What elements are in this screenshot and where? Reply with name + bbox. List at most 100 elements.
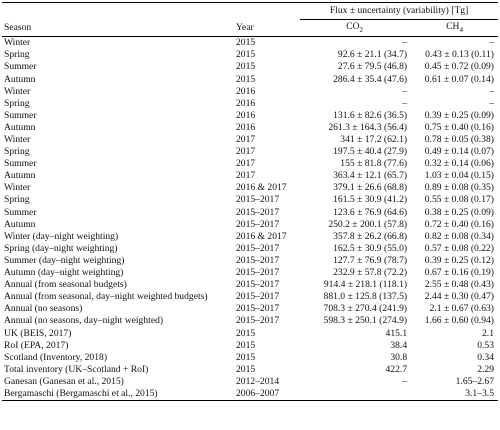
co2-cell: –	[402, 375, 408, 387]
table-row: Summer 2015 27.6 ± 79.5 (46.8) 0.45 ± 0.72 …	[2, 61, 498, 73]
year-cell: 2016 & 2017	[235, 182, 287, 194]
year-cell: 2015–2017	[235, 194, 280, 206]
season-cell: Summer (day–night weighting)	[4, 254, 125, 266]
co2-header: CO2	[346, 21, 364, 34]
co2-cell: 162.5 ± 30.9 (55.0)	[333, 242, 408, 254]
ch4-cell: 1.65–2.67	[455, 375, 494, 387]
table-row: Summer (day–night weighting) 2015–2017 127…	[2, 255, 498, 267]
co2-cell: 92.6 ± 21.1 (34.7)	[337, 49, 408, 61]
season-cell: Annual (no seasons, day–night weighted)	[4, 315, 164, 327]
year-cell: 2015–2017	[235, 242, 280, 254]
table-row: UK (BEIS, 2017) 2015 415.1 2.1	[2, 327, 498, 339]
table-row: Autumn 2017 363.4 ± 12.1 (65.7) 1.03 ± 0.04…	[2, 170, 498, 182]
year-cell: 2017	[235, 170, 256, 182]
co2-cell: 357.8 ± 26.2 (66.8)	[333, 230, 408, 242]
table-row: Autumn (day–night weighting) 2015–2017 232…	[2, 267, 498, 279]
season-cell: Spring (day–night weighting)	[4, 242, 118, 254]
ch4-cell: 0.32 ± 0.14 (0.06)	[424, 158, 494, 170]
season-cell: Winter (day–night weighting)	[4, 230, 119, 242]
co2-cell: 123.6 ± 76.9 (64.6)	[333, 206, 408, 218]
season-cell: Annual (from seasonal budgets)	[4, 279, 127, 291]
co2-cell: 363.4 ± 12.1 (65.7)	[333, 170, 408, 182]
co2-cell: 708.3 ± 270.4 (241.9)	[323, 303, 408, 315]
ch4-cell: 0.38 ± 0.25 (0.09)	[424, 206, 494, 218]
co2-cell: –	[402, 85, 408, 97]
co2-cell: 127.7 ± 76.9 (78.7)	[333, 254, 408, 266]
year-cell: 2017	[235, 146, 256, 158]
ch4-cell: –	[489, 37, 494, 49]
table-row: Annual (no seasons, day–night weighted) 2…	[2, 315, 498, 327]
season-cell: Autumn	[4, 170, 36, 182]
co2-cell: 422.7	[385, 363, 408, 375]
ch4-cell: 0.53	[477, 339, 494, 351]
season-cell: Winter	[4, 85, 31, 97]
ch4-cell: 0.61 ± 0.07 (0.14)	[424, 73, 494, 85]
table-row: Winter 2017 341 ± 17.2 (62.1) 0.78 ± 0.05 (…	[2, 134, 498, 146]
year-cell: 2015	[235, 351, 256, 363]
table-row: Spring 2015–2017 161.5 ± 30.9 (41.2) 0.55 ±…	[2, 194, 498, 206]
table-row: Bergamaschi (Bergamaschi et al., 2015) 20…	[2, 388, 498, 401]
table-row: Scotland (Inventory, 2018) 2015 30.8 0.34	[2, 351, 498, 363]
ch4-cell: 2.1 ± 0.67 (0.63)	[429, 303, 494, 315]
year-cell: 2015–2017	[235, 218, 280, 230]
ch4-cell: 0.39 ± 0.25 (0.09)	[424, 109, 494, 121]
co2-cell: 379.1 ± 26.6 (68.8)	[333, 182, 408, 194]
header-empty-season	[2, 3, 234, 20]
year-cell: 2016	[235, 85, 256, 97]
table-row: Autumn 2015 286.4 ± 35.4 (47.6) 0.61 ± 0.07…	[2, 73, 498, 85]
top-rule	[2, 2, 498, 3]
co2-cell: 598.3 ± 250.1 (274.9)	[323, 315, 408, 327]
season-cell: Annual (from seasonal, day–night weighte…	[4, 291, 208, 303]
ch4-header: CH4	[446, 21, 463, 34]
year-cell: 2015–2017	[235, 315, 280, 327]
header-empty-year	[234, 3, 300, 20]
co2-cell: 131.6 ± 82.6 (36.5)	[333, 109, 408, 121]
season-cell: Annual (no seasons)	[4, 303, 83, 315]
table-row: Spring (day–night weighting) 2015–2017 162…	[2, 243, 498, 255]
season-cell: Autumn	[4, 121, 36, 133]
co2-cell: 30.8	[390, 351, 408, 363]
year-cell: 2015	[235, 61, 256, 73]
season-cell: Summer	[4, 109, 37, 121]
ch4-cell: 0.45 ± 0.72 (0.09)	[424, 61, 494, 73]
co2-cell: 881.0 ± 125.8 (137.5)	[323, 291, 408, 303]
year-cell: 2006–2007	[235, 387, 280, 399]
co2-cell	[300, 388, 413, 401]
year-cell: 2015–2017	[235, 291, 280, 303]
ch4-cell: 1.03 ± 0.04 (0.15)	[424, 170, 494, 182]
ch4-cell: –	[489, 85, 494, 97]
season-cell: Summer	[4, 206, 37, 218]
table-row: RoI (EPA, 2017) 2015 38.4 0.53	[2, 339, 498, 351]
table-row: Winter 2016 & 2017 379.1 ± 26.6 (68.8) 0.89…	[2, 182, 498, 194]
year-cell: 2016	[235, 97, 256, 109]
table-row: Autumn 2015–2017 250.2 ± 200.1 (57.8) 0.72 …	[2, 218, 498, 230]
co2-cell: 38.4	[390, 339, 408, 351]
co2-cell: –	[402, 97, 408, 109]
ch4-cell: 0.34	[477, 351, 494, 363]
ch4-cell: 2.44 ± 0.30 (0.47)	[424, 291, 494, 303]
season-cell: Autumn	[4, 73, 36, 85]
season-cell: Winter	[4, 37, 31, 49]
table-row: Spring 2017 197.5 ± 40.4 (27.9) 0.49 ± 0.14…	[2, 146, 498, 158]
mid-rule	[2, 36, 498, 37]
year-cell: 2015–2017	[235, 267, 280, 279]
year-cell: 2015–2017	[235, 279, 280, 291]
co2-cell: 914.4 ± 218.1 (118.1)	[323, 279, 408, 291]
table-row: Annual (from seasonal, day–night weighte…	[2, 291, 498, 303]
year-cell: 2017	[235, 158, 256, 170]
season-cell: UK (BEIS, 2017)	[4, 327, 72, 339]
table-row: Winter 2016 – –	[2, 85, 498, 97]
season-cell: Spring	[4, 49, 30, 61]
co2-cell: 341 ± 17.2 (62.1)	[340, 134, 408, 145]
ch4-cell: 0.43 ± 0.13 (0.11)	[425, 49, 494, 61]
season-cell: Autumn	[4, 218, 36, 230]
season-cell: Total inventory (UK–Scotland + RoI)	[4, 363, 149, 375]
year-cell: 2015–2017	[235, 303, 280, 315]
ch4-cell: 0.55 ± 0.08 (0.17)	[424, 194, 494, 206]
year-cell: 2015	[235, 327, 256, 339]
year-cell: 2015–2017	[235, 206, 280, 218]
header-row-2: Season Year CO2 CH4	[2, 20, 498, 37]
co2-cell: 415.1	[385, 327, 408, 339]
co2-cell: 161.5 ± 30.9 (41.2)	[333, 194, 408, 206]
